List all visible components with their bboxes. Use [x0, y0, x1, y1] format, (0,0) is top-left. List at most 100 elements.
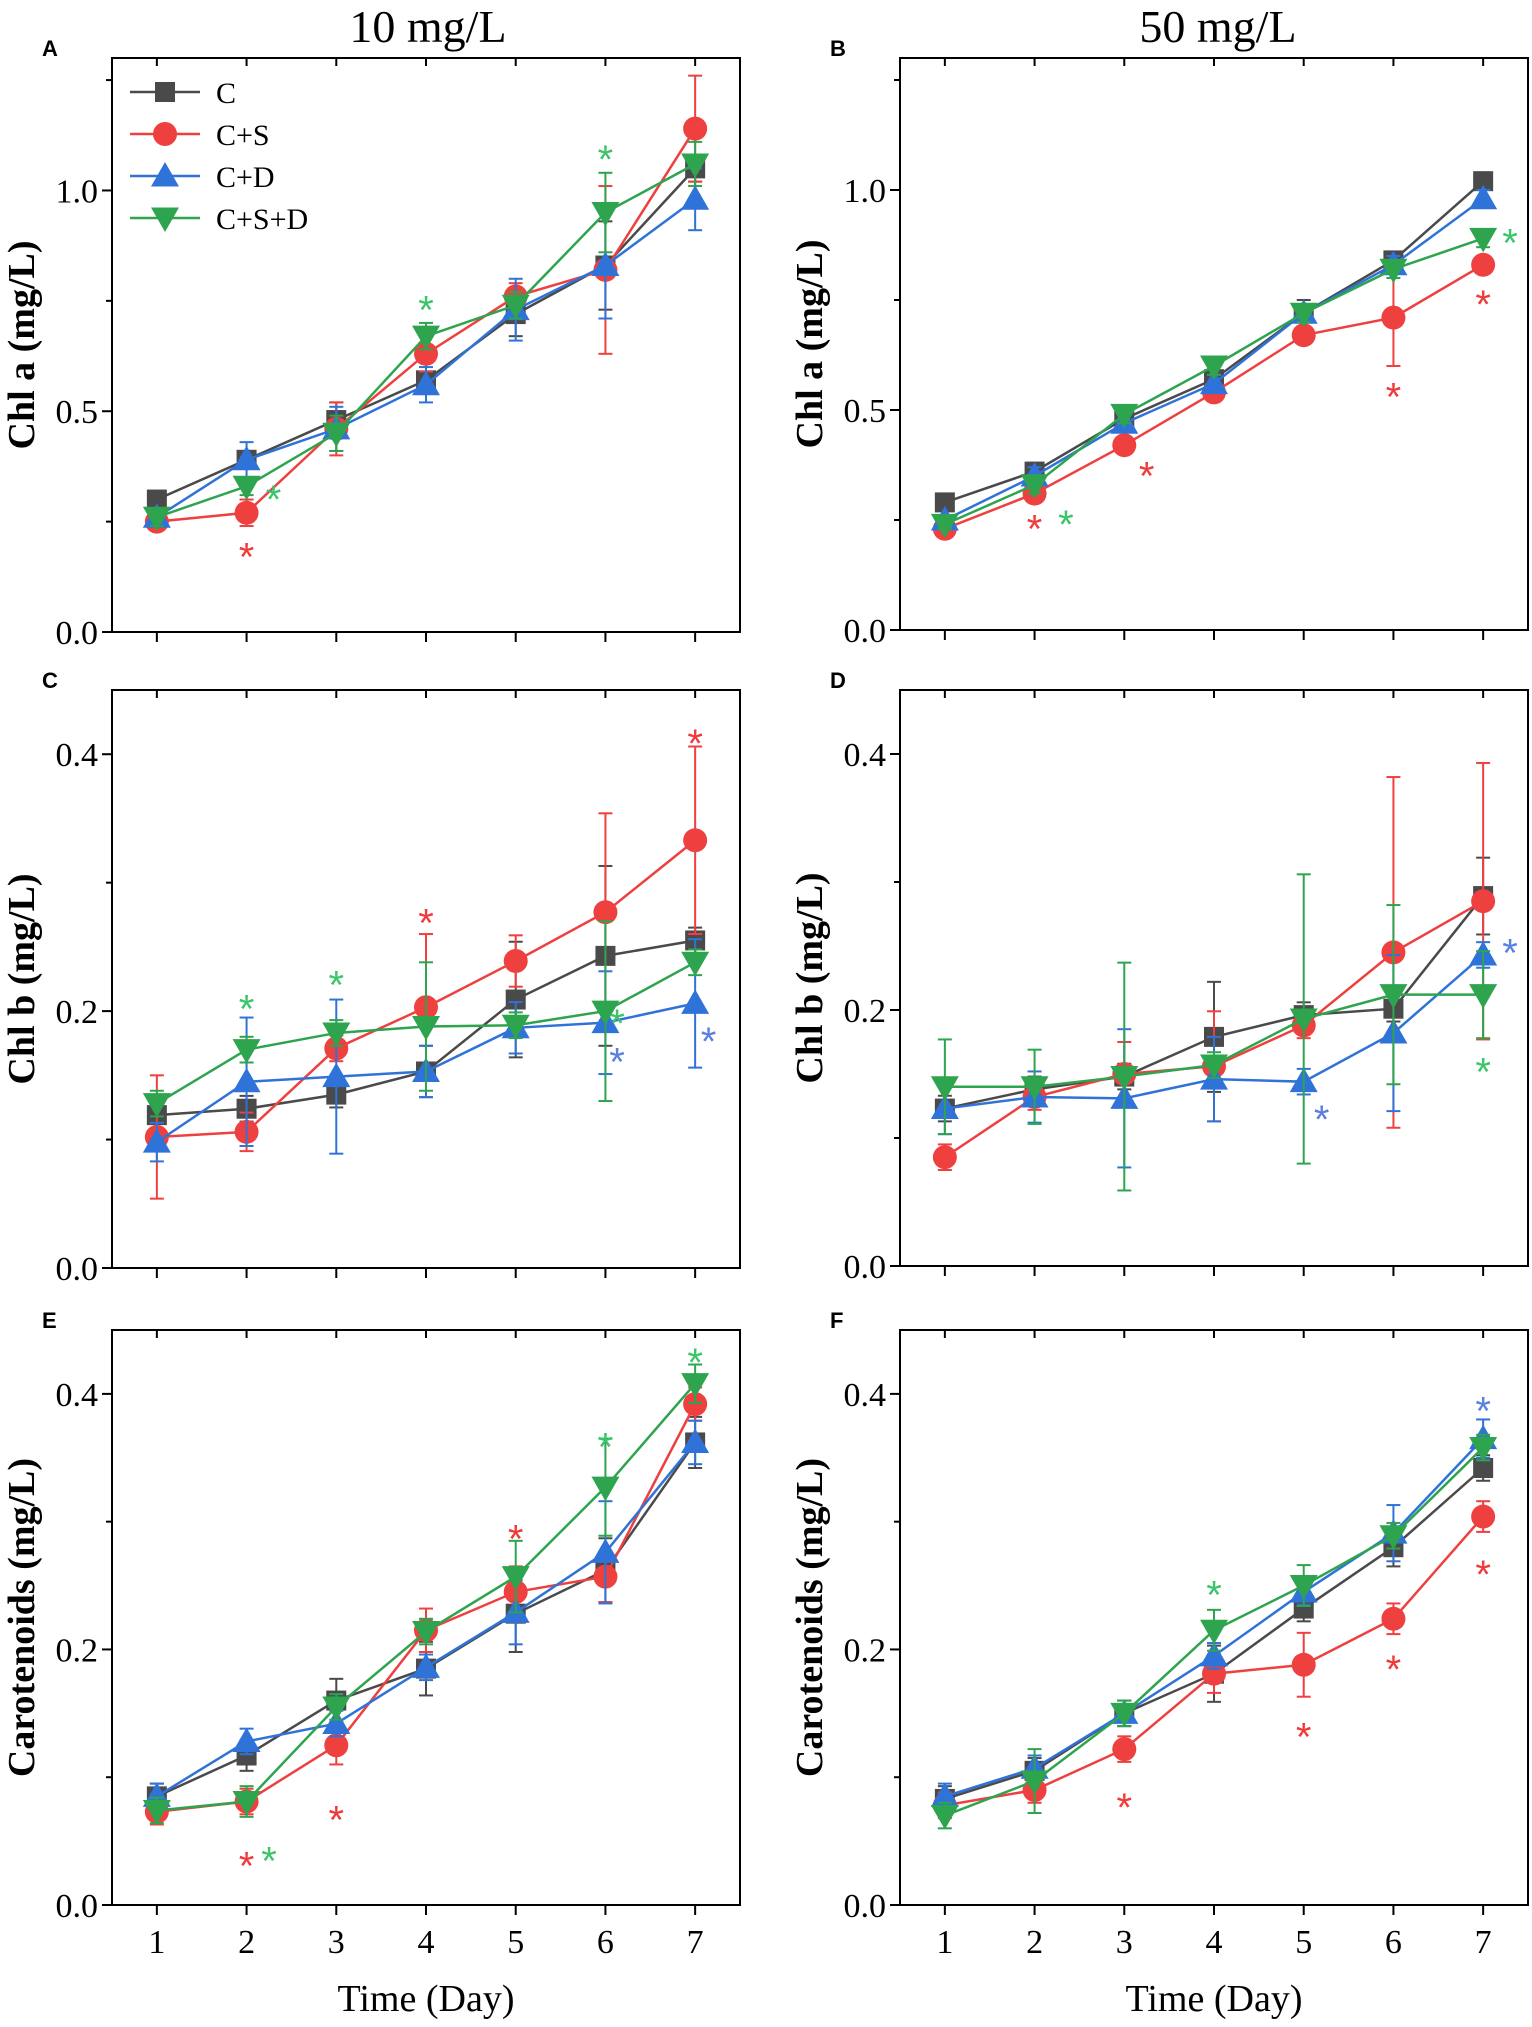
- x-tick-label: 6: [1385, 1924, 1402, 1961]
- significance-star: *: [687, 1341, 703, 1385]
- data-point: [232, 1039, 261, 1064]
- significance-star: *: [239, 1845, 255, 1889]
- data-point: [593, 900, 618, 925]
- significance-star: *: [1116, 1786, 1132, 1830]
- y-tick-label: 0.0: [844, 1249, 887, 1286]
- x-tick-label: 6: [597, 1924, 614, 1961]
- series-c-plus-s-plus-d: [142, 920, 710, 1118]
- data-point: [412, 1653, 440, 1678]
- significance-star: *: [1475, 1051, 1491, 1095]
- data-point: [1110, 1066, 1139, 1091]
- data-point: [1200, 369, 1228, 395]
- data-point: [591, 1476, 620, 1502]
- data-point: [501, 1566, 530, 1591]
- significance-star: *: [609, 1002, 625, 1046]
- significance-star: *: [1475, 1553, 1491, 1597]
- plot-frame: [899, 689, 1529, 1267]
- panel-label: A: [42, 36, 58, 61]
- data-point: [1200, 1619, 1228, 1645]
- data-point: [1200, 355, 1228, 380]
- data-point: [683, 1392, 708, 1417]
- data-point: [1379, 984, 1408, 1009]
- significance-star: *: [239, 536, 255, 580]
- data-point: [142, 1128, 171, 1153]
- significance-star: *: [701, 1020, 717, 1064]
- y-axis-label: Chl a (mg/L): [1, 241, 43, 450]
- panel-label: B: [830, 36, 846, 61]
- data-point: [1020, 474, 1049, 499]
- series-c-plus-s-plus-d: [930, 873, 1498, 1192]
- data-point: [932, 1145, 957, 1170]
- y-tick-label: 1.0: [56, 173, 99, 210]
- data-point: [591, 251, 620, 277]
- y-tick-label: 1.0: [844, 173, 887, 210]
- y-tick-label: 0.0: [56, 1251, 99, 1288]
- data-point: [1289, 302, 1318, 328]
- series-c-plus-s-plus-d: [930, 1433, 1498, 1830]
- data-point: [232, 475, 261, 501]
- y-tick-label: 0.4: [56, 737, 99, 774]
- series-c-plus-s-plus-d: [142, 140, 710, 532]
- data-point: [1112, 1737, 1137, 1762]
- significance-star: *: [328, 1799, 344, 1843]
- data-point: [412, 325, 440, 351]
- data-point: [1020, 1076, 1049, 1101]
- data-point: [1473, 171, 1494, 192]
- significance-star: *: [1502, 932, 1518, 976]
- data-point: [1381, 305, 1406, 330]
- legend: C C+S C+D C+S+D: [130, 77, 308, 236]
- data-point: [1469, 984, 1498, 1009]
- x-tick-label: 3: [1116, 1924, 1133, 1961]
- data-point: [681, 185, 710, 210]
- y-axis-label: Chl b (mg/L): [789, 872, 831, 1083]
- data-point: [1110, 403, 1139, 429]
- panel-label: E: [42, 1308, 57, 1333]
- y-tick-label: 0.2: [56, 1632, 99, 1669]
- legend-label: C+S+D: [216, 203, 308, 236]
- legend-label: C+S: [216, 119, 270, 152]
- legend-marker: [151, 162, 179, 187]
- panel-label: C: [42, 668, 58, 693]
- significance-star: *: [1206, 1574, 1222, 1618]
- x-tick-label: 1: [148, 1924, 165, 1961]
- series-c-plus-s: [932, 1500, 1496, 1820]
- data-point: [1469, 1437, 1498, 1462]
- data-point: [501, 294, 530, 320]
- significance-star: *: [418, 902, 434, 946]
- data-point: [412, 370, 440, 396]
- significance-star: *: [609, 1040, 625, 1084]
- y-tick-label: 0.0: [56, 1888, 99, 1925]
- significance-star: *: [1296, 1716, 1312, 1760]
- x-tick-label: 2: [238, 1924, 255, 1961]
- panel-d: D 0.0 0.2 0.4 Chl b (mg/L) * * *: [789, 668, 1529, 1286]
- data-point: [142, 1093, 171, 1118]
- x-tick-label: 5: [1295, 1924, 1312, 1961]
- data-point: [930, 513, 959, 539]
- data-point: [146, 489, 167, 510]
- data-point: [681, 989, 710, 1014]
- y-tick-label: 0.4: [844, 737, 887, 774]
- data-point: [322, 1696, 351, 1721]
- data-point: [1379, 1525, 1408, 1550]
- data-point: [1471, 252, 1496, 277]
- y-tick-label: 0.4: [56, 1377, 99, 1414]
- significance-star: *: [1475, 283, 1491, 327]
- data-point: [934, 492, 955, 513]
- data-point: [232, 1067, 261, 1093]
- data-point: [1471, 1504, 1496, 1529]
- data-point: [1379, 258, 1408, 284]
- significance-star: *: [598, 1425, 614, 1469]
- panel-e: E 1 2 3 4 5 6 7 Time (Day) 0.0 0.2 0.4 Carotenoids (…: [1, 1308, 741, 2020]
- data-point: [142, 1799, 171, 1825]
- significance-star: *: [266, 478, 282, 522]
- significance-star: *: [598, 138, 614, 182]
- panel-f: F 1 2 3 4 5 6 7 Time (Day) 0.0 0.2 0.4 Carotenoids (…: [789, 1308, 1529, 2020]
- y-tick-label: 0.2: [56, 994, 99, 1031]
- data-point: [930, 1076, 959, 1101]
- legend-label: C: [216, 77, 236, 110]
- x-tick-label: 2: [1026, 1924, 1043, 1961]
- x-tick-label: 7: [1475, 1924, 1492, 1961]
- significance-star: *: [261, 1839, 277, 1883]
